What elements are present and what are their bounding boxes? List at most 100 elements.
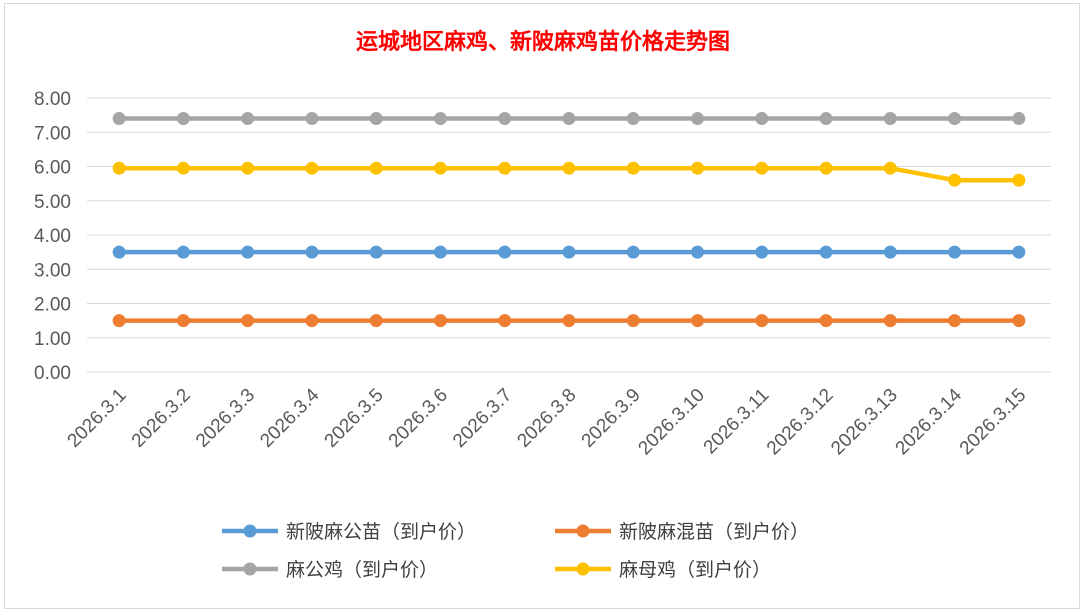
data-point: [948, 314, 962, 328]
x-tick-label: 2026.3.15: [956, 385, 1031, 460]
x-tick-label: 2026.3.2: [128, 385, 195, 452]
data-point: [305, 314, 319, 328]
data-point: [819, 245, 833, 259]
data-point: [691, 245, 705, 259]
data-point: [112, 112, 126, 126]
y-tick-label: 5.00: [34, 192, 71, 213]
legend-marker: [243, 524, 257, 538]
data-point: [369, 245, 383, 259]
legend: 新陂麻公苗（到户价） 新陂麻混苗（到户价） 麻公鸡（到户价） 麻母鸡（到户价）: [222, 521, 809, 581]
data-point: [176, 161, 190, 175]
legend-label: 麻母鸡（到户价）: [619, 559, 771, 581]
legend-marker: [243, 562, 257, 576]
y-tick-label: 0.00: [34, 363, 71, 384]
data-point: [819, 112, 833, 126]
x-tick-label: 2026.3.6: [385, 385, 452, 452]
data-point: [755, 161, 769, 175]
data-point: [498, 112, 512, 126]
legend-item: 麻母鸡（到户价）: [555, 559, 771, 581]
x-tick-label: 2026.3.12: [763, 385, 838, 460]
legend-label: 新陂麻公苗（到户价）: [286, 521, 476, 543]
x-tick-label: 2026.3.1: [64, 385, 131, 452]
data-point: [883, 112, 897, 126]
data-point: [241, 112, 255, 126]
legend-label: 麻公鸡（到户价）: [286, 559, 438, 581]
data-point: [305, 161, 319, 175]
data-point: [691, 112, 705, 126]
data-point: [369, 112, 383, 126]
data-point: [176, 245, 190, 259]
data-point: [1012, 314, 1026, 328]
data-point: [883, 245, 897, 259]
data-point: [498, 245, 512, 259]
y-tick-label: 6.00: [34, 158, 71, 179]
data-point: [241, 314, 255, 328]
x-tick-label: 2026.3.3: [192, 385, 259, 452]
y-tick-label: 1.00: [34, 329, 71, 350]
data-point: [626, 314, 640, 328]
series-layer: [112, 112, 1026, 328]
data-point: [1012, 173, 1026, 187]
x-tick-label: 2026.3.11: [700, 385, 774, 459]
data-point: [176, 112, 190, 126]
data-point: [241, 245, 255, 259]
chart-frame: [4, 3, 1080, 609]
legend-marker: [576, 562, 590, 576]
data-point: [433, 161, 447, 175]
data-point: [498, 161, 512, 175]
y-axis-ticks: 0.00 1.00 2.00 3.00 4.00 5.00 6.00 7.00 8.00: [34, 89, 71, 384]
data-point: [626, 245, 640, 259]
y-tick-label: 7.00: [34, 123, 71, 144]
data-point: [112, 314, 126, 328]
data-point: [755, 314, 769, 328]
data-point: [691, 314, 705, 328]
data-point: [755, 245, 769, 259]
series-1: [112, 314, 1026, 328]
y-tick-label: 2.00: [34, 295, 71, 316]
data-point: [883, 314, 897, 328]
data-point: [562, 314, 576, 328]
data-point: [433, 314, 447, 328]
data-point: [626, 161, 640, 175]
x-axis-ticks: 2026.3.12026.3.22026.3.32026.3.42026.3.5…: [64, 384, 1031, 459]
series-0: [112, 245, 1026, 259]
data-point: [562, 245, 576, 259]
data-point: [433, 112, 447, 126]
series-3: [112, 161, 1026, 187]
y-tick-label: 4.00: [34, 226, 71, 247]
data-point: [498, 314, 512, 328]
gridlines: [87, 97, 1051, 373]
data-point: [241, 161, 255, 175]
legend-marker: [576, 524, 590, 538]
data-point: [1012, 245, 1026, 259]
data-point: [176, 314, 190, 328]
data-point: [819, 161, 833, 175]
legend-item: 麻公鸡（到户价）: [222, 559, 438, 581]
data-point: [1012, 112, 1026, 126]
data-point: [305, 112, 319, 126]
data-point: [305, 245, 319, 259]
data-point: [883, 161, 897, 175]
data-point: [112, 161, 126, 175]
data-point: [948, 173, 962, 187]
data-point: [112, 245, 126, 259]
x-tick-label: 2026.3.4: [256, 384, 323, 451]
data-point: [755, 112, 769, 126]
data-point: [691, 161, 705, 175]
data-point: [819, 314, 833, 328]
x-tick-label: 2026.3.10: [634, 385, 709, 460]
data-point: [369, 314, 383, 328]
x-tick-label: 2026.3.5: [321, 385, 388, 452]
data-point: [948, 245, 962, 259]
chart-title: 运城地区麻鸡、新陂麻鸡苗价格走势图: [356, 29, 730, 55]
data-point: [626, 112, 640, 126]
y-tick-label: 3.00: [34, 260, 71, 281]
x-tick-label: 2026.3.7: [449, 385, 516, 452]
data-point: [369, 161, 383, 175]
legend-label: 新陂麻混苗（到户价）: [619, 521, 809, 543]
y-tick-label: 8.00: [34, 89, 71, 110]
legend-item: 新陂麻混苗（到户价）: [555, 521, 809, 543]
x-tick-label: 2026.3.9: [578, 385, 645, 452]
data-point: [562, 112, 576, 126]
